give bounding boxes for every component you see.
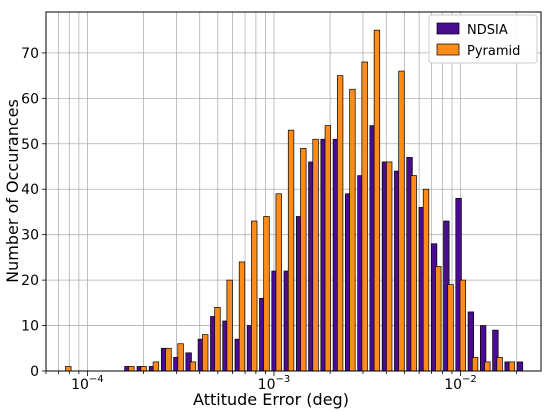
bar-pyramid (238, 261, 246, 372)
bar-pyramid (140, 366, 147, 372)
bar-pyramid (471, 357, 479, 372)
y-tick-label: 40 (21, 182, 39, 198)
axis-ticks: 0 10 20 30 40 50 60 70 10−4 10−3 10−2 (21, 46, 518, 393)
bar-pyramid (398, 70, 405, 372)
bar-pyramid (386, 161, 393, 372)
bar-pyramid (324, 125, 332, 372)
bar-pyramid (251, 220, 258, 372)
x-tick-label: 10−4 (71, 374, 104, 393)
bar-pyramid (189, 361, 197, 372)
bar-pyramid (361, 61, 368, 372)
y-tick-label: 30 (21, 228, 39, 244)
bar-pyramid (263, 216, 270, 372)
bar-pyramid (300, 147, 307, 372)
y-tick-label: 10 (21, 319, 39, 335)
legend-label-ndsia: NDSIA (467, 23, 508, 38)
bar-pyramid (312, 138, 319, 372)
y-tick-label: 70 (21, 46, 39, 62)
bar-pyramid (373, 29, 381, 372)
y-tick-label: 0 (30, 364, 39, 380)
x-axis-label: Attitude Error (deg) (193, 390, 349, 409)
y-tick-label: 60 (21, 91, 39, 107)
bar-pyramid (128, 366, 135, 372)
plot-frame (45, 11, 542, 372)
legend-swatch-ndsia (436, 22, 460, 35)
bar-pyramid (214, 307, 221, 372)
y-tick-label: 50 (21, 137, 39, 153)
bar-pyramid (447, 284, 454, 372)
x-tick-label: 10−2 (444, 374, 477, 393)
bar-pyramid (435, 266, 442, 372)
bar-pyramid (459, 279, 466, 372)
bar-pyramid (202, 334, 209, 372)
x-tick-label: 10−3 (258, 374, 291, 393)
bar-pyramid (177, 343, 184, 372)
y-axis-label: Number of Occurances (3, 99, 22, 283)
bar-pyramid (496, 357, 503, 372)
bar-pyramid (410, 175, 417, 372)
bar-pyramid (165, 347, 172, 372)
bar-pyramid (508, 361, 516, 372)
bar-pyramid (349, 88, 356, 372)
bar-pyramid (484, 361, 491, 372)
legend-label-pyramid: Pyramid (467, 44, 520, 59)
legend-swatch-pyramid (436, 43, 460, 56)
legend: NDSIA Pyramid (428, 14, 538, 64)
bar-pyramid (152, 361, 160, 372)
bar-ndsia (516, 361, 524, 372)
bar-pyramid (287, 129, 295, 372)
bar-pyramid (65, 366, 72, 372)
bar-pyramid (275, 193, 282, 372)
bar-group (65, 29, 524, 372)
bar-pyramid (226, 279, 233, 372)
bar-pyramid (336, 75, 344, 372)
bar-pyramid (422, 188, 430, 372)
y-tick-label: 20 (21, 273, 39, 289)
